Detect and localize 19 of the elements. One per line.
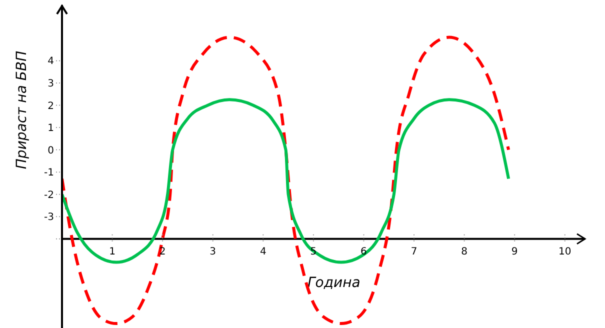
x-tick-label: 9 [511, 246, 518, 258]
y-tick-label: -2 [44, 190, 54, 201]
line-series [62, 36, 510, 326]
x-axis-title: Година [308, 274, 360, 291]
y-tick-label: 4 [48, 56, 54, 68]
y-tick-label: 2 [48, 100, 54, 112]
x-tick-label: 7 [410, 246, 418, 258]
y-tick-label: 0 [48, 145, 54, 156]
x-tick-label: 8 [461, 246, 468, 258]
y-tick-label: 3 [48, 78, 54, 90]
x-tick-label: 3 [210, 246, 216, 258]
y-axis-title: Прираст на БВП [14, 50, 30, 170]
x-tick-label: 4 [260, 246, 266, 258]
y-tick-label: -1 [44, 168, 54, 179]
x-tick-label: 10 [558, 246, 572, 258]
y-tick-label: -3 [44, 212, 54, 224]
y-tick-label: 1 [48, 123, 54, 134]
x-tick-label: 1 [109, 246, 116, 258]
line-series [62, 98, 510, 264]
